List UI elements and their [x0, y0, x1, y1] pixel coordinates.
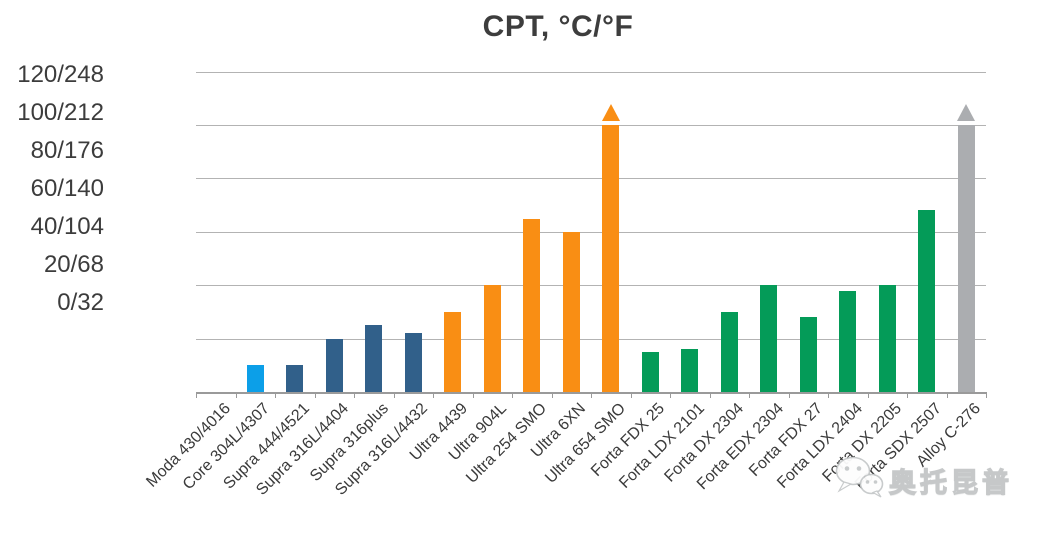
- gridline: [196, 125, 986, 126]
- overflow-arrow: [957, 104, 976, 121]
- axis-tick: [275, 392, 276, 398]
- y-axis-tick-label: 0/32: [57, 289, 104, 316]
- watermark-label: 奥托昆普: [888, 467, 1013, 498]
- y-axis-tick-label: 80/176: [30, 137, 104, 164]
- chart-bar: [404, 333, 422, 392]
- axis-tick: [670, 392, 671, 398]
- gridline: [196, 71, 986, 73]
- gridline: [196, 231, 986, 233]
- chart-bar: [839, 290, 857, 392]
- axis-tick: [393, 392, 395, 398]
- chart-bar: [760, 285, 778, 392]
- chart-bar: [799, 317, 817, 392]
- y-axis-tick-label: 20/68: [43, 251, 104, 278]
- axis-tick: [749, 392, 750, 398]
- axis-tick: [354, 392, 355, 398]
- chart-bar: [641, 351, 659, 392]
- chart-bar: [483, 285, 501, 392]
- chart-bar: [365, 325, 383, 393]
- chart-bar: [286, 365, 304, 392]
- chart-bar: [957, 125, 975, 392]
- y-axis-tick-label: 100/212: [17, 99, 104, 126]
- axis-tick: [946, 392, 948, 398]
- axis-tick: [709, 392, 711, 398]
- chart-bar: [918, 210, 936, 392]
- chart-bar: [878, 285, 896, 392]
- chart-title: CPT, °C/°F: [482, 10, 634, 43]
- axis-tick: [788, 392, 790, 398]
- chart-bar: [444, 311, 462, 392]
- overflow-arrow: [601, 104, 620, 121]
- chart-bar: [602, 125, 620, 392]
- chart-bar: [562, 231, 580, 392]
- axis-tick: [235, 392, 237, 398]
- watermark: 奥托昆普: [834, 456, 1013, 505]
- y-axis-tick-label: 120/248: [17, 61, 104, 88]
- axis-tick: [828, 392, 829, 398]
- chart-bar: [523, 218, 541, 392]
- gridline: [196, 178, 986, 180]
- y-axis-tick-label: 60/140: [30, 175, 104, 202]
- axis-tick: [512, 392, 513, 398]
- axis-tick: [986, 392, 987, 398]
- axis-tick: [907, 392, 908, 398]
- axis-tick: [591, 392, 592, 398]
- gridline: [196, 338, 986, 340]
- chart-bar: [720, 311, 738, 392]
- chart-bar: [246, 365, 264, 392]
- axis-tick: [551, 392, 553, 398]
- chart-bar: [325, 338, 343, 392]
- wechat-icon: [834, 456, 884, 505]
- gridline: [196, 285, 986, 287]
- y-axis-tick-label: 40/104: [30, 213, 104, 240]
- axis-tick: [196, 392, 197, 398]
- axis-tick: [472, 392, 474, 398]
- axis-tick: [314, 392, 316, 398]
- axis-tick: [867, 392, 869, 398]
- axis-tick: [433, 392, 434, 398]
- chart-bar: [681, 349, 699, 392]
- axis-tick: [630, 392, 632, 398]
